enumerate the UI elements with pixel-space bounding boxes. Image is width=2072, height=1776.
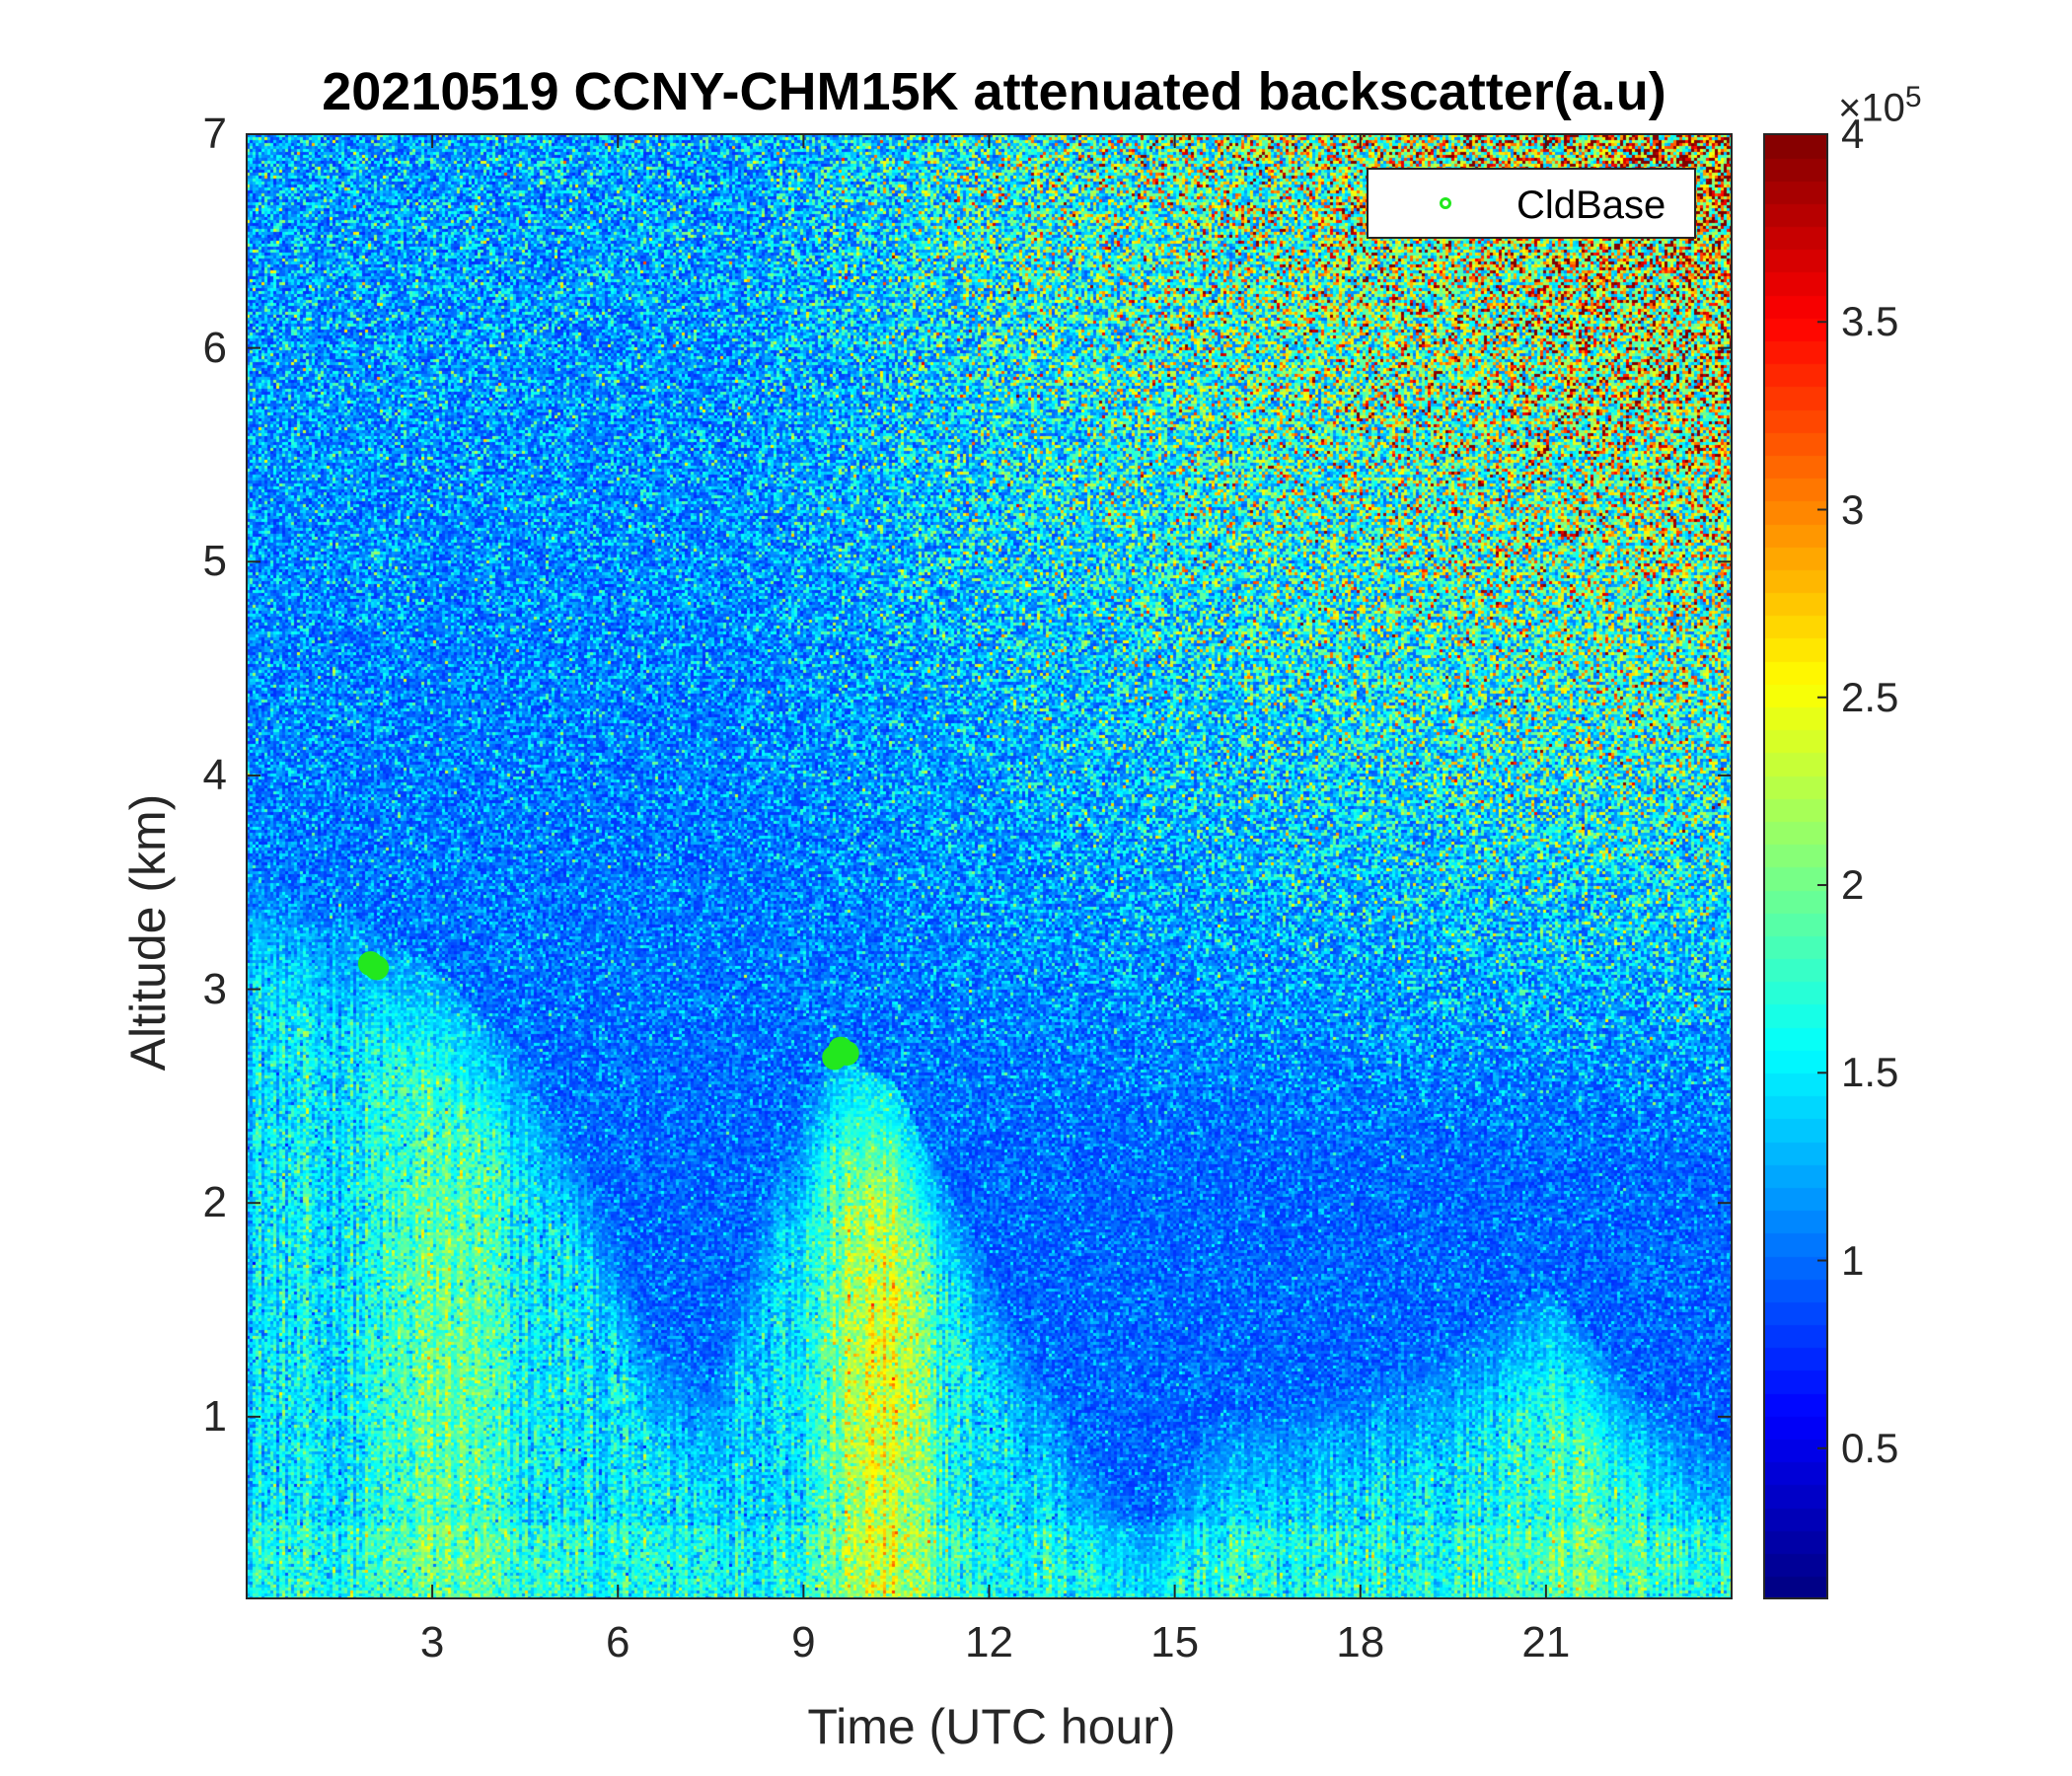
colorbar-tick-label: 3 (1841, 485, 1865, 533)
x-tick-label: 21 (1521, 1618, 1571, 1666)
legend-marker-icon (1440, 197, 1451, 209)
colorbar-tick-label: 3.5 (1841, 298, 1899, 345)
colorbar-tick-label: 1.5 (1841, 1049, 1899, 1096)
colorbar-tick-label: 2 (1841, 861, 1865, 909)
y-tick-label: 5 (202, 537, 227, 586)
legend-entry: CldBase (1517, 184, 1666, 227)
y-tick-label: 1 (202, 1391, 227, 1441)
legend: CldBase (1367, 168, 1696, 239)
y-tick-label: 6 (202, 323, 227, 372)
y-tick-label: 3 (202, 964, 227, 1013)
colorbar (1764, 134, 1827, 1598)
y-tick-label: 7 (202, 110, 227, 158)
colorbar-tick-label: 2.5 (1841, 673, 1899, 720)
colorbar-exponent: ×105 (1838, 81, 1922, 130)
x-axis-label: Time (UTC hour) (807, 1699, 1176, 1754)
colorbar-exponent-base: ×10 (1838, 86, 1905, 130)
x-tick-label: 9 (791, 1618, 816, 1666)
chart-title: 20210519 CCNY-CHM15K attenuated backscat… (322, 62, 1666, 121)
x-tick-label: 3 (419, 1618, 445, 1666)
colorbar-tick-label: 1 (1841, 1236, 1865, 1284)
x-tick-label: 12 (965, 1618, 1013, 1666)
x-tick-label: 18 (1336, 1618, 1385, 1666)
backscatter-heatmap (247, 134, 1732, 1598)
x-tick-label: 6 (606, 1618, 630, 1666)
colorbar-exponent-power: 5 (1904, 81, 1922, 113)
colorbar-tick-label: 4 (1841, 111, 1865, 157)
colorbar-tick-label: 0.5 (1841, 1424, 1899, 1471)
x-tick-label: 15 (1150, 1618, 1200, 1666)
y-axis-label: Altitude (km) (120, 793, 176, 1072)
y-tick-label: 4 (202, 750, 227, 799)
y-tick-label: 2 (202, 1178, 227, 1227)
